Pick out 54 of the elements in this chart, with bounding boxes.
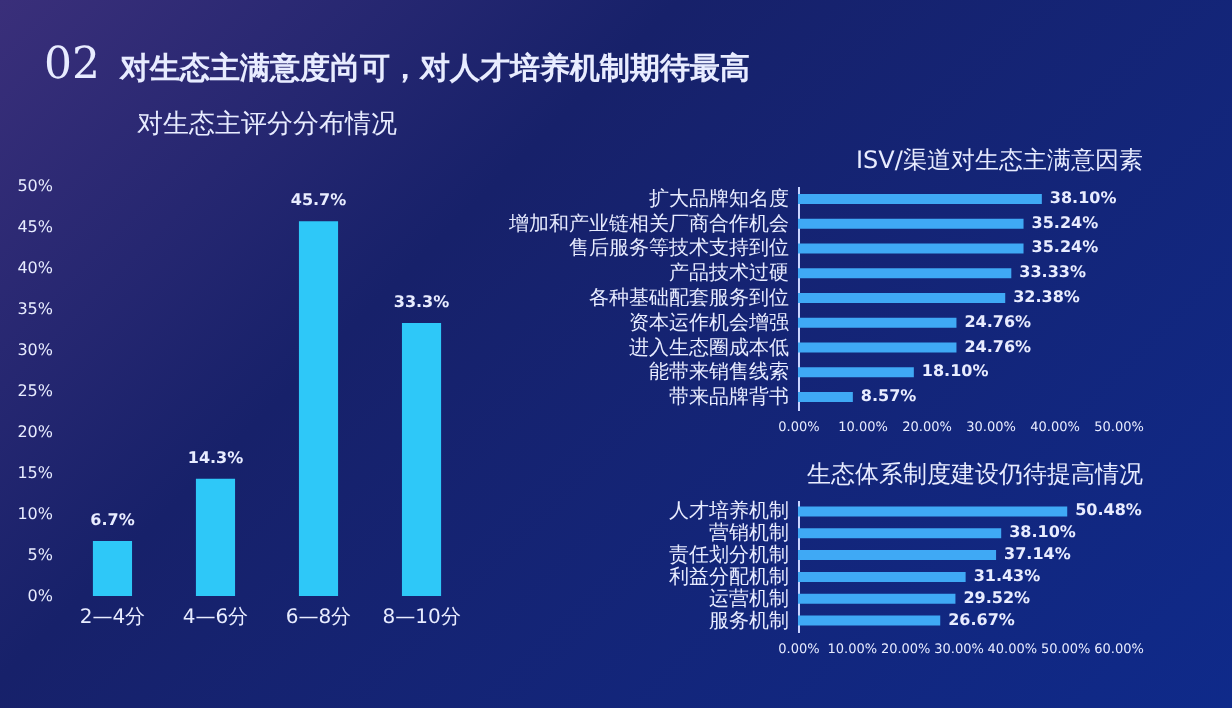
y-tick-label: 50% — [17, 177, 54, 195]
data-label: 24.76% — [964, 312, 1032, 331]
chart-title: 生态体系制度建设仍待提高情况 — [806, 460, 1143, 488]
data-label: 8.57% — [860, 387, 917, 406]
y-tick-label: 带来品牌背书 — [669, 385, 789, 410]
data-label: 18.10% — [921, 362, 989, 381]
data-label: 50.48% — [1075, 501, 1142, 520]
text: 对生态主满意度尚可，对人才培养机制期待最高 — [120, 50, 750, 88]
y-tick-label: 责任划分机制 — [669, 543, 789, 568]
x-tick-label: 6—8分 — [285, 605, 352, 629]
y-tick-label: 运营机制 — [709, 586, 789, 611]
y-tick-label: 利益分配机制 — [669, 564, 789, 589]
y-tick-label: 售后服务等技术支持到位 — [569, 236, 789, 261]
data-label: 32.38% — [1013, 288, 1080, 306]
y-tick-label: 产品技术过硬 — [669, 261, 789, 286]
y-tick-label: 20% — [17, 423, 54, 441]
x-tick-label: 4—6分 — [182, 605, 249, 629]
chart-title: 对生态主评分分布情况 — [137, 108, 397, 140]
x-tick-label: 2—4分 — [79, 605, 146, 629]
y-tick-label: 资本运作机会增强 — [629, 310, 789, 335]
x-tick-label: 8—10分 — [382, 605, 461, 629]
data-label: 37.14% — [1004, 545, 1071, 564]
data-label: 38.10% — [1049, 188, 1117, 207]
data-label: 6.7% — [90, 511, 135, 530]
y-tick-label: 45% — [17, 218, 54, 236]
y-tick-label: 40% — [17, 259, 54, 277]
y-tick-label: 0% — [27, 587, 54, 605]
text: 02 — [44, 40, 100, 90]
y-tick-label: 进入生态圈成本低 — [629, 335, 789, 360]
data-label: 35.24% — [1031, 238, 1099, 257]
y-tick-label: 人才培养机制 — [669, 499, 789, 524]
data-label: 31.43% — [973, 566, 1041, 585]
chart-title: ISV/渠道对生态主满意因素 — [855, 146, 1143, 174]
y-tick-label: 营销机制 — [709, 521, 789, 546]
data-label: 45.7% — [290, 191, 347, 210]
y-tick-label: 30% — [17, 341, 54, 359]
data-label: 35.24% — [1031, 213, 1099, 232]
data-label: 33.3% — [393, 292, 450, 311]
y-tick-label: 各种基础配套服务到位 — [589, 286, 789, 310]
y-tick-label: 扩大品牌知名度 — [649, 186, 789, 211]
y-tick-label: 服务机制 — [709, 608, 789, 633]
data-label: 38.10% — [1009, 523, 1076, 542]
y-tick-label: 5% — [27, 546, 54, 564]
y-tick-label: 25% — [17, 382, 54, 400]
data-label: 26.67% — [948, 610, 1015, 629]
y-tick-label: 增加和产业链相关厂商合作机会 — [507, 211, 789, 236]
y-tick-label: 能带来销售线索 — [649, 360, 789, 385]
y-tick-label: 35% — [17, 300, 54, 318]
y-tick-label: 10% — [17, 505, 54, 523]
data-label: 14.3% — [187, 448, 244, 467]
y-tick-label: 15% — [17, 464, 54, 482]
data-label: 24.76% — [964, 337, 1032, 356]
data-label: 33.33% — [1019, 263, 1086, 282]
data-label: 29.52% — [963, 588, 1031, 607]
